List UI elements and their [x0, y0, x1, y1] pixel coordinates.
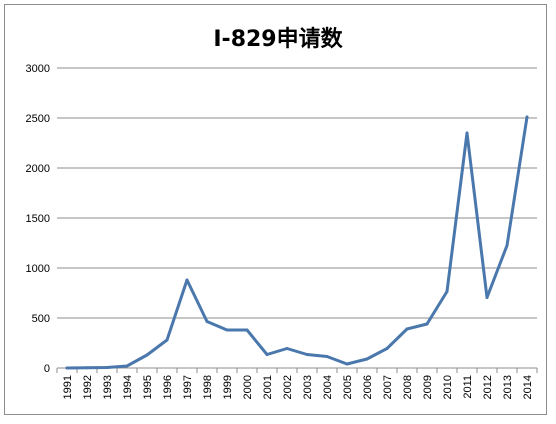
- data-point-1994: [125, 364, 129, 368]
- data-point-1992: [85, 366, 89, 370]
- data-point-2001: [265, 353, 269, 356]
- x-tick-label-2002: 2002: [282, 375, 294, 399]
- gridlines: [57, 67, 537, 319]
- x-tick-label-2000: 2000: [242, 375, 254, 399]
- x-tick-label-2011: 2011: [462, 375, 474, 399]
- x-tick-label-2007: 2007: [382, 375, 394, 399]
- x-tick-label-2010: 2010: [442, 375, 454, 399]
- data-point-2000: [245, 328, 249, 332]
- x-tick-label-2001: 2001: [262, 375, 274, 399]
- data-point-1991: [65, 366, 69, 370]
- x-tick-label-2006: 2006: [362, 375, 374, 399]
- data-point-2013: [505, 244, 509, 247]
- x-tick-label-2009: 2009: [422, 375, 434, 399]
- y-tick-label-3000: 3000: [26, 63, 50, 75]
- data-point-2010: [445, 290, 449, 293]
- data-point-1998: [205, 320, 209, 323]
- data-point-1997: [185, 278, 189, 282]
- data-point-2008: [405, 327, 409, 331]
- data-point-2012: [485, 296, 489, 299]
- y-tick-label-500: 500: [32, 313, 50, 325]
- y-tick-label-2500: 2500: [26, 113, 50, 125]
- x-tick-label-1996: 1996: [162, 375, 174, 399]
- x-tick-label-1992: 1992: [82, 375, 94, 399]
- data-point-2005: [345, 362, 349, 366]
- data-point-2004: [325, 355, 329, 358]
- y-axis-tick-labels: 0 500 1000 1500 2000 2500 3000: [26, 63, 50, 375]
- data-point-1999: [225, 328, 229, 332]
- data-point-2002: [285, 347, 289, 350]
- data-point-2011: [465, 131, 469, 135]
- x-tick-label-1993: 1993: [102, 375, 114, 399]
- series-lines: [65, 115, 529, 370]
- x-tick-label-1998: 1998: [202, 375, 214, 399]
- x-axis: [56, 367, 538, 373]
- data-point-1993: [105, 366, 109, 369]
- x-tick-label-2008: 2008: [402, 375, 414, 399]
- data-point-2003: [305, 353, 309, 356]
- data-point-2014: [525, 115, 529, 119]
- x-tick-label-2014: 2014: [522, 375, 534, 399]
- x-tick-label-2013: 2013: [502, 375, 514, 399]
- y-tick-label-2000: 2000: [26, 163, 50, 175]
- data-point-1995: [145, 353, 149, 357]
- x-tick-label-2012: 2012: [482, 375, 494, 399]
- y-tick-label-0: 0: [44, 363, 50, 375]
- x-tick-label-1999: 1999: [222, 375, 234, 399]
- x-tick-label-2003: 2003: [302, 375, 314, 399]
- x-axis-tick-labels: 1991 1992 1993 1994 1995 1996 1997 1998 1999 2000…: [62, 375, 534, 399]
- x-tick-label-1994: 1994: [122, 375, 134, 399]
- x-tick-label-1995: 1995: [142, 375, 154, 399]
- x-tick-label-2004: 2004: [322, 375, 334, 399]
- data-point-1996: [165, 338, 169, 342]
- y-tick-label-1000: 1000: [26, 263, 50, 275]
- data-point-2007: [385, 347, 389, 350]
- data-point-2006: [365, 357, 369, 361]
- x-tick-label-1991: 1991: [62, 375, 74, 399]
- chart-title: I-829申请数: [213, 27, 343, 52]
- y-tick-label-1500: 1500: [26, 213, 50, 225]
- x-tick-label-1997: 1997: [182, 375, 194, 399]
- series-line-0: [65, 115, 529, 370]
- x-tick-label-2005: 2005: [342, 375, 354, 399]
- data-point-2009: [425, 322, 429, 326]
